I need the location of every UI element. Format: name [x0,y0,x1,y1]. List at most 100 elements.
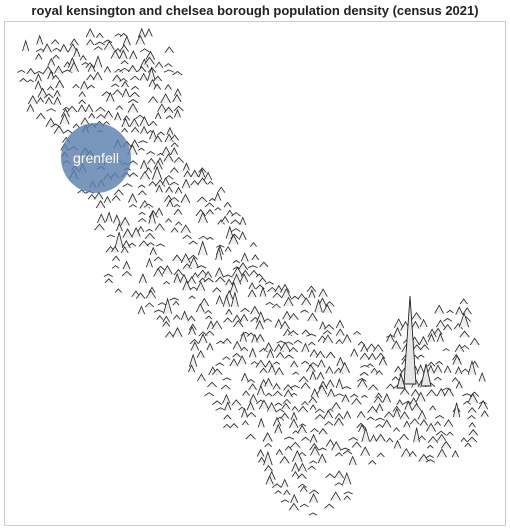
density-spike [436,448,447,458]
density-spike [144,56,155,65]
density-spike [297,424,307,434]
density-spike [373,395,383,403]
density-spike [240,313,249,322]
density-spike [148,78,157,87]
density-spike [265,301,274,306]
density-spike [115,222,123,232]
density-spike [103,195,112,203]
density-spike [47,57,56,66]
density-spike [401,447,412,458]
density-spike [127,64,138,73]
density-spike [411,312,422,320]
density-spike [55,79,65,89]
density-spike [164,46,174,54]
density-spike [223,414,232,420]
density-spike [80,80,89,90]
density-spike [370,367,379,374]
density-spike [274,367,284,376]
density-spike [225,225,234,239]
density-spike [293,339,303,344]
density-spike [47,70,55,80]
density-spike [211,368,223,375]
density-spike [173,203,181,208]
density-spike [454,343,465,353]
density-spike [137,147,145,151]
density-spike [413,427,420,443]
density-spike [257,417,265,428]
density-spike [121,80,129,88]
density-spike [292,371,300,375]
density-spike [153,309,164,313]
density-spike [222,356,231,360]
density-spike [188,240,198,245]
density-spike [225,308,233,315]
density-spike [172,327,183,337]
density-spike [391,340,402,350]
density-spike [360,343,369,352]
density-spike [51,39,60,45]
density-spike [222,274,233,278]
density-spike [169,167,179,173]
density-spike [206,236,214,240]
density-spike [249,393,258,403]
density-spike [231,399,242,406]
density-spike [275,448,284,456]
density-spike [343,491,353,495]
density-spike [198,333,208,344]
density-spike [467,414,476,420]
density-spike [426,422,436,432]
density-spike [180,253,191,264]
density-spike [360,364,370,368]
density-spike [468,429,479,436]
density-spike [103,65,112,73]
density-spike [443,323,453,331]
density-spike [393,439,402,449]
density-spike [112,89,123,96]
density-spike [36,34,44,45]
density-spike [119,67,130,72]
density-spike [144,302,154,308]
density-spike [128,172,139,177]
density-spike [52,47,61,52]
density-spike [434,421,442,426]
density-spike [259,261,269,268]
density-spike [34,71,45,75]
density-spike [372,344,384,352]
density-spike [309,370,317,381]
density-spike [251,254,260,261]
density-spike [246,412,257,418]
density-spike [220,384,231,390]
density-spike [333,417,344,426]
density-spike [96,113,106,119]
density-spike [453,402,461,418]
density-spike [119,77,128,83]
density-spike [94,191,104,200]
density-spike [72,83,80,89]
density-spike [325,365,334,374]
density-spike [103,40,115,50]
density-spike [434,304,444,314]
density-spike [326,379,335,388]
density-spike [144,167,153,173]
density-spike [301,360,310,365]
density-spike [66,105,78,113]
density-spike [335,328,345,336]
density-spike [137,66,147,73]
density-spike [121,270,132,277]
density-spike [462,400,472,405]
density-spike [318,288,328,297]
density-spike [301,401,309,406]
density-spike [325,473,335,479]
density-spike [442,348,450,352]
density-spike [86,74,95,81]
density-spike [85,28,95,38]
spike-map: grenfell [17,27,489,516]
density-spike [78,91,86,97]
density-spike [103,39,113,43]
density-spike [224,401,232,411]
density-spike [419,318,428,328]
density-spike [146,242,155,246]
density-spike [94,41,106,46]
density-spike [290,360,299,368]
density-spike [308,512,318,516]
